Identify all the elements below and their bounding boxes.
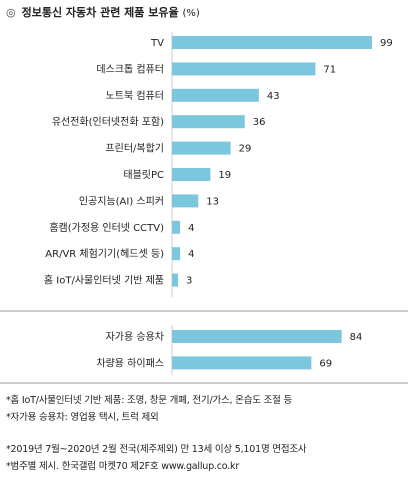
bar xyxy=(172,330,342,343)
value-label: 3 xyxy=(186,276,192,287)
bar xyxy=(172,141,231,155)
bar xyxy=(172,168,211,181)
category-label: 데스크톱 컴퓨터 xyxy=(96,63,164,75)
category-label: 프린터/복합기 xyxy=(105,143,164,155)
category-label: 자가용 승용차 xyxy=(106,331,164,343)
bar xyxy=(172,88,259,102)
category-label: 차량용 하이패스 xyxy=(96,356,164,369)
value-label: 99 xyxy=(380,38,393,49)
category-label: 홈캠(가정용 인터넷 CCTV) xyxy=(49,221,164,234)
footnote-survey: *2019년 7월~2020년 2월 전국(제주제외) 만 13세 이상 5,1… xyxy=(6,444,307,455)
value-label: 84 xyxy=(350,332,363,343)
bar xyxy=(172,62,316,76)
bar xyxy=(172,115,245,129)
value-label: 13 xyxy=(206,196,219,207)
title-unit: (%) xyxy=(182,8,200,19)
category-label: AR/VR 체험기기(헤드셋 등) xyxy=(45,248,164,260)
value-label: 29 xyxy=(239,144,252,155)
category-label: 태블릿PC xyxy=(123,169,164,181)
bar xyxy=(172,194,199,208)
value-label: 36 xyxy=(253,117,266,128)
footnote-car: *자가용 승용차: 영업용 택시, 트럭 제외 xyxy=(6,412,159,423)
bar xyxy=(172,273,179,287)
bar xyxy=(172,220,181,234)
value-label: 43 xyxy=(267,91,280,102)
footnote-source: *범주별 제시. 한국갤럽 마켓70 제2F호 www.gallup.co.kr xyxy=(6,461,240,472)
title-bullet: ◎ xyxy=(6,6,16,19)
category-label: 홈 IoT/사물인터넷 기반 제품 xyxy=(44,274,164,287)
value-label: 19 xyxy=(218,170,231,181)
bar xyxy=(172,247,181,261)
category-label: 노트북 컴퓨터 xyxy=(106,90,164,102)
value-label: 69 xyxy=(319,358,332,369)
title-text: 정보통신 자동차 관련 제품 보유율 xyxy=(21,6,179,19)
bar xyxy=(172,36,372,49)
chart-title: ◎ 정보통신 자동차 관련 제품 보유율 (%) xyxy=(6,4,200,20)
bar xyxy=(172,356,312,370)
footnote-iot: *홈 IoT/사물인터넷 기반 제품: 조명, 창문 개폐, 전기/가스, 온습… xyxy=(6,395,293,406)
value-label: 71 xyxy=(323,64,336,75)
value-label: 4 xyxy=(188,249,194,260)
category-label: 유선전화(인터넷전화 포함) xyxy=(52,116,164,128)
value-label: 4 xyxy=(188,223,194,234)
category-label: TV xyxy=(150,38,164,49)
category-label: 인공지능(AI) 스피커 xyxy=(79,195,164,207)
